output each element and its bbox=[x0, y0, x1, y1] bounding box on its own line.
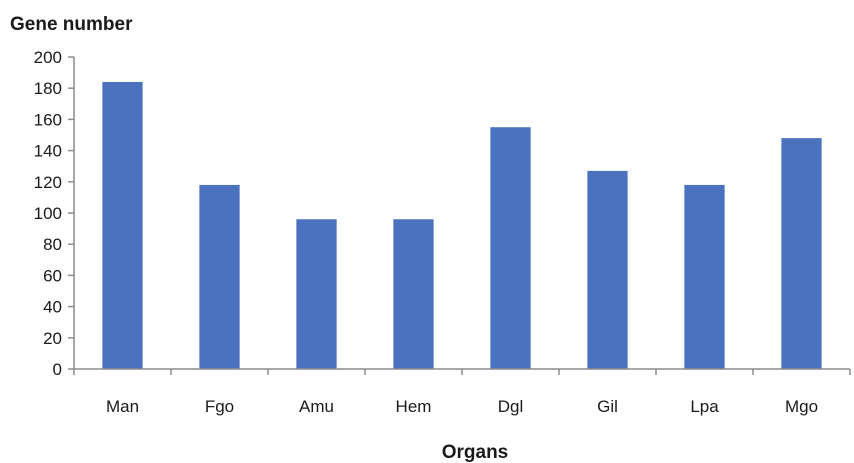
bars-group bbox=[102, 81, 822, 370]
x-tick-label: Lpa bbox=[690, 397, 719, 416]
y-tick-label: 160 bbox=[34, 110, 62, 129]
y-tick-label: 120 bbox=[34, 173, 62, 192]
y-tick-label: 20 bbox=[43, 329, 62, 348]
x-axis: Man Fgo Amu Hem Dgl Gil Lpa Mgo bbox=[73, 368, 851, 416]
bar-dgl bbox=[490, 127, 531, 369]
y-tick-label: 100 bbox=[34, 204, 62, 223]
x-tick-label: Hem bbox=[396, 397, 432, 416]
bar-lpa bbox=[684, 184, 725, 369]
bar-mgo bbox=[781, 138, 822, 369]
bar-amu bbox=[296, 219, 337, 369]
x-axis-title: Organs bbox=[442, 442, 509, 463]
x-tick-label: Amu bbox=[299, 397, 334, 416]
y-axis-title: Gene number bbox=[10, 14, 133, 35]
bar-man bbox=[102, 81, 143, 370]
y-tick-label: 60 bbox=[43, 266, 62, 285]
x-tick-label: Dgl bbox=[498, 397, 524, 416]
y-tick-label: 180 bbox=[34, 79, 62, 98]
y-axis: 0 20 40 60 80 100 120 140 160 180 200 bbox=[34, 48, 75, 379]
y-tick-label: 40 bbox=[43, 298, 62, 317]
bar-hem bbox=[393, 219, 434, 369]
y-tick-label: 140 bbox=[34, 142, 62, 161]
y-tick-label: 200 bbox=[34, 48, 62, 67]
bar-fgo bbox=[199, 184, 240, 369]
x-tick-label: Gil bbox=[597, 397, 618, 416]
y-tick-label: 0 bbox=[53, 360, 62, 379]
bar-gil bbox=[587, 170, 628, 369]
x-tick-label: Fgo bbox=[205, 397, 234, 416]
x-tick-label: Man bbox=[106, 397, 139, 416]
x-tick-label: Mgo bbox=[785, 397, 818, 416]
y-tick-label: 80 bbox=[43, 235, 62, 254]
